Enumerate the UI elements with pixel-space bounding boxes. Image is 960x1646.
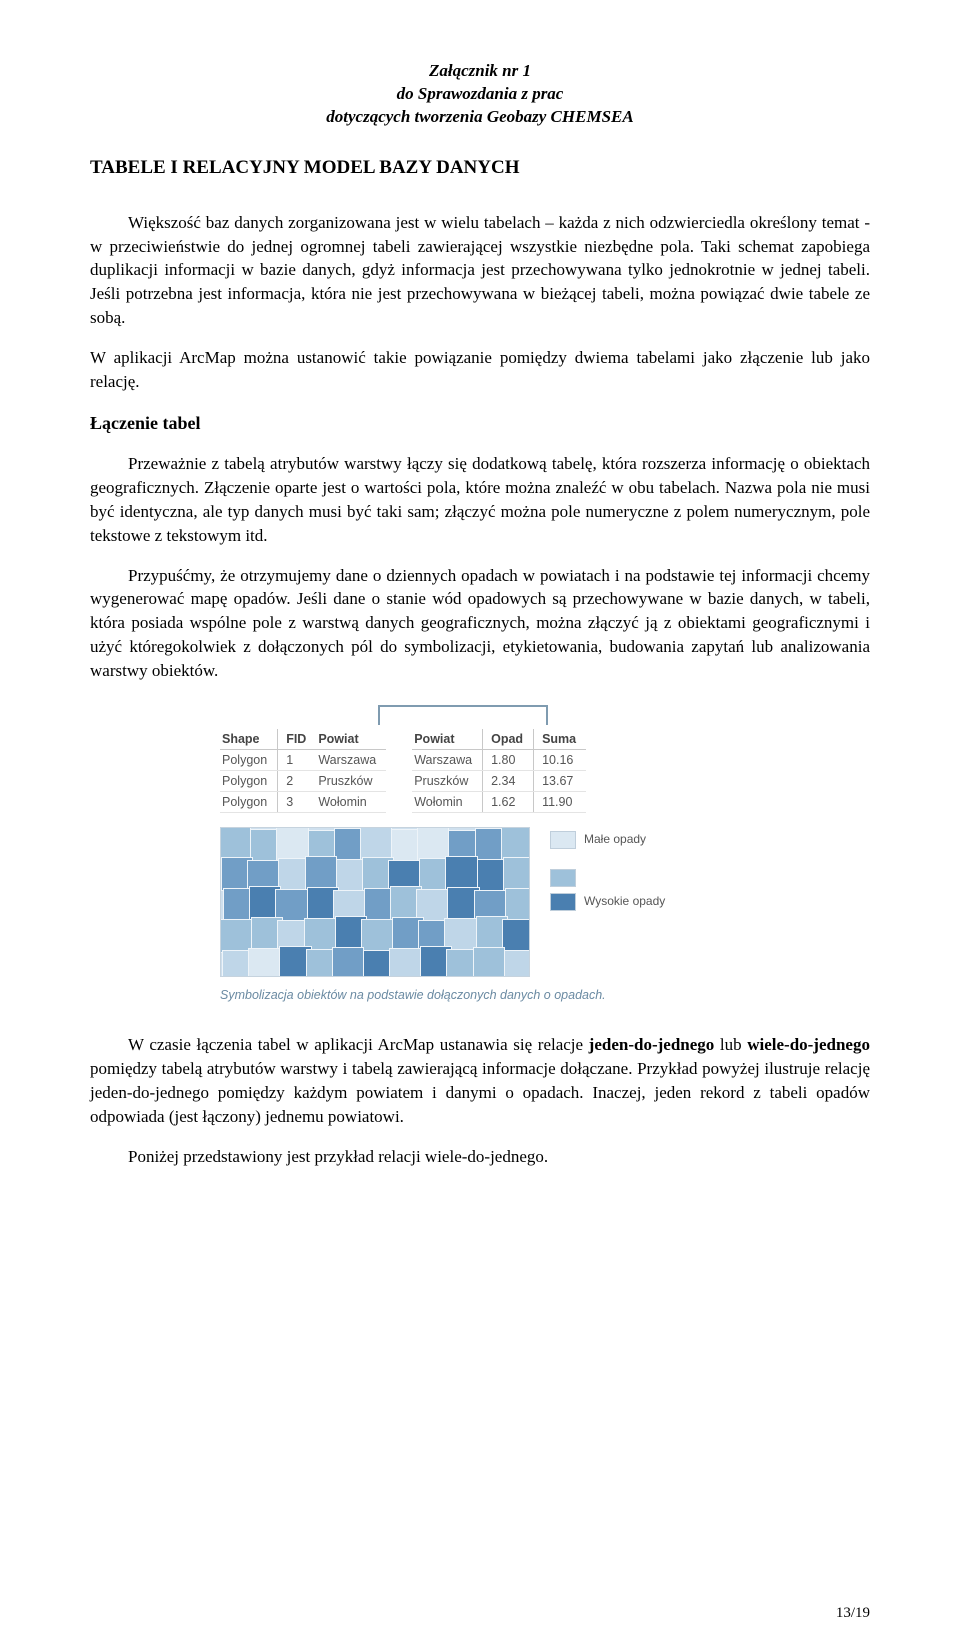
cell: 13.67 bbox=[534, 770, 587, 791]
legend-mid bbox=[550, 869, 665, 887]
p5-pre: W czasie łączenia tabel w aplikacji ArcM… bbox=[128, 1035, 589, 1054]
page-title: TABELE I RELACYJNY MODEL BAZY DANYCH bbox=[90, 157, 870, 179]
legend-low-label: Małe opady bbox=[584, 832, 646, 846]
p5-mid1: lub bbox=[714, 1035, 747, 1054]
p2-mid: lub jako bbox=[803, 348, 870, 367]
cell: 10.16 bbox=[534, 749, 587, 770]
cell: Wołomin bbox=[412, 791, 482, 812]
p2-em1: złączenie bbox=[740, 348, 803, 367]
cell: 2.34 bbox=[483, 770, 534, 791]
page-number: 13/19 bbox=[836, 1605, 870, 1622]
legend-high-label: Wysokie opady bbox=[584, 894, 665, 908]
cell: 1.62 bbox=[483, 791, 534, 812]
left-table: Shape FID Powiat Polygon1WarszawaPolygon… bbox=[220, 729, 386, 813]
legend: Małe opady Wysokie opady bbox=[550, 831, 665, 931]
right-table: Powiat Opad Suma Warszawa1.8010.16Pruszk… bbox=[412, 729, 586, 813]
legend-low: Małe opady bbox=[550, 831, 665, 849]
lt-col-fid: FID bbox=[278, 729, 317, 750]
rt-col-opad: Opad bbox=[483, 729, 534, 750]
lt-col-shape: Shape bbox=[220, 729, 278, 750]
p5-b2: wiele-do-jednego bbox=[747, 1035, 870, 1054]
map-tile bbox=[445, 856, 477, 890]
map-tile bbox=[502, 919, 530, 953]
map-tile bbox=[505, 888, 530, 922]
cell: 3 bbox=[278, 791, 317, 812]
table-row: Polygon2Pruszków bbox=[220, 770, 386, 791]
map-tile bbox=[504, 950, 530, 977]
legend-high: Wysokie opady bbox=[550, 893, 665, 911]
rt-col-suma: Suma bbox=[534, 729, 587, 750]
map-tile bbox=[220, 827, 251, 860]
paragraph-6: Poniżej przedstawiony jest przykład rela… bbox=[90, 1145, 870, 1169]
map-tile bbox=[389, 948, 421, 977]
paragraph-2: W aplikacji ArcMap można ustanowić takie… bbox=[90, 346, 870, 394]
map-tile bbox=[360, 827, 392, 860]
cell: 1 bbox=[278, 749, 317, 770]
p2-post: . bbox=[135, 372, 139, 391]
doc-header: Załącznik nr 1 do Sprawozdania z prac do… bbox=[90, 60, 870, 129]
swatch-high bbox=[550, 893, 576, 911]
header-line-2: do Sprawozdania z prac bbox=[90, 83, 870, 106]
figure-caption: Symbolizacja obiektów na podstawie dołąc… bbox=[220, 987, 740, 1004]
swatch-low bbox=[550, 831, 576, 849]
cell: 1.80 bbox=[483, 749, 534, 770]
cell: Pruszków bbox=[316, 770, 386, 791]
paragraph-5: W czasie łączenia tabel w aplikacji ArcM… bbox=[90, 1033, 870, 1128]
table-row: Wołomin1.6211.90 bbox=[412, 791, 586, 812]
cell: Warszawa bbox=[316, 749, 386, 770]
table-row: Polygon1Warszawa bbox=[220, 749, 386, 770]
cell: 11.90 bbox=[534, 791, 587, 812]
figure-join-tables: Shape FID Powiat Polygon1WarszawaPolygon… bbox=[220, 705, 740, 1004]
join-bracket bbox=[220, 705, 740, 727]
rt-col-powiat: Powiat bbox=[412, 729, 482, 750]
table-row: Warszawa1.8010.16 bbox=[412, 749, 586, 770]
map-tile bbox=[473, 947, 505, 977]
paragraph-1: Większość baz danych zorganizowana jest … bbox=[90, 211, 870, 330]
cell: 2 bbox=[278, 770, 317, 791]
map-tile bbox=[248, 948, 280, 977]
cell: Pruszków bbox=[412, 770, 482, 791]
section-title: Łączenie tabel bbox=[90, 413, 870, 434]
choropleth-map bbox=[220, 827, 530, 977]
tables-row: Shape FID Powiat Polygon1WarszawaPolygon… bbox=[220, 729, 740, 813]
cell: Polygon bbox=[220, 791, 278, 812]
p5-mid2: pomiędzy tabelą atrybutów warstwy i tabe… bbox=[90, 1059, 870, 1126]
lt-col-powiat: Powiat bbox=[316, 729, 386, 750]
table-row: Pruszków2.3413.67 bbox=[412, 770, 586, 791]
cell: Warszawa bbox=[412, 749, 482, 770]
paragraph-4: Przypuśćmy, że otrzymujemy dane o dzienn… bbox=[90, 564, 870, 683]
cell: Wołomin bbox=[316, 791, 386, 812]
header-line-3: dotyczących tworzenia Geobazy CHEMSEA bbox=[90, 106, 870, 129]
table-row: Polygon3Wołomin bbox=[220, 791, 386, 812]
map-tile bbox=[501, 827, 530, 860]
cell: Polygon bbox=[220, 770, 278, 791]
map-legend-row: Małe opady Wysokie opady bbox=[220, 827, 740, 977]
map-tile bbox=[503, 857, 530, 891]
cell: Polygon bbox=[220, 749, 278, 770]
p5-b1: jeden-do-jednego bbox=[589, 1035, 715, 1054]
p2-pre: W aplikacji ArcMap można ustanowić takie… bbox=[90, 348, 740, 367]
header-line-1: Załącznik nr 1 bbox=[90, 60, 870, 83]
map-tile bbox=[332, 947, 364, 977]
p2-em2: relację bbox=[90, 372, 135, 391]
page: Załącznik nr 1 do Sprawozdania z prac do… bbox=[0, 0, 960, 1646]
paragraph-3: Przeważnie z tabelą atrybutów warstwy łą… bbox=[90, 452, 870, 547]
swatch-mid bbox=[550, 869, 576, 887]
map-tile bbox=[305, 856, 337, 890]
